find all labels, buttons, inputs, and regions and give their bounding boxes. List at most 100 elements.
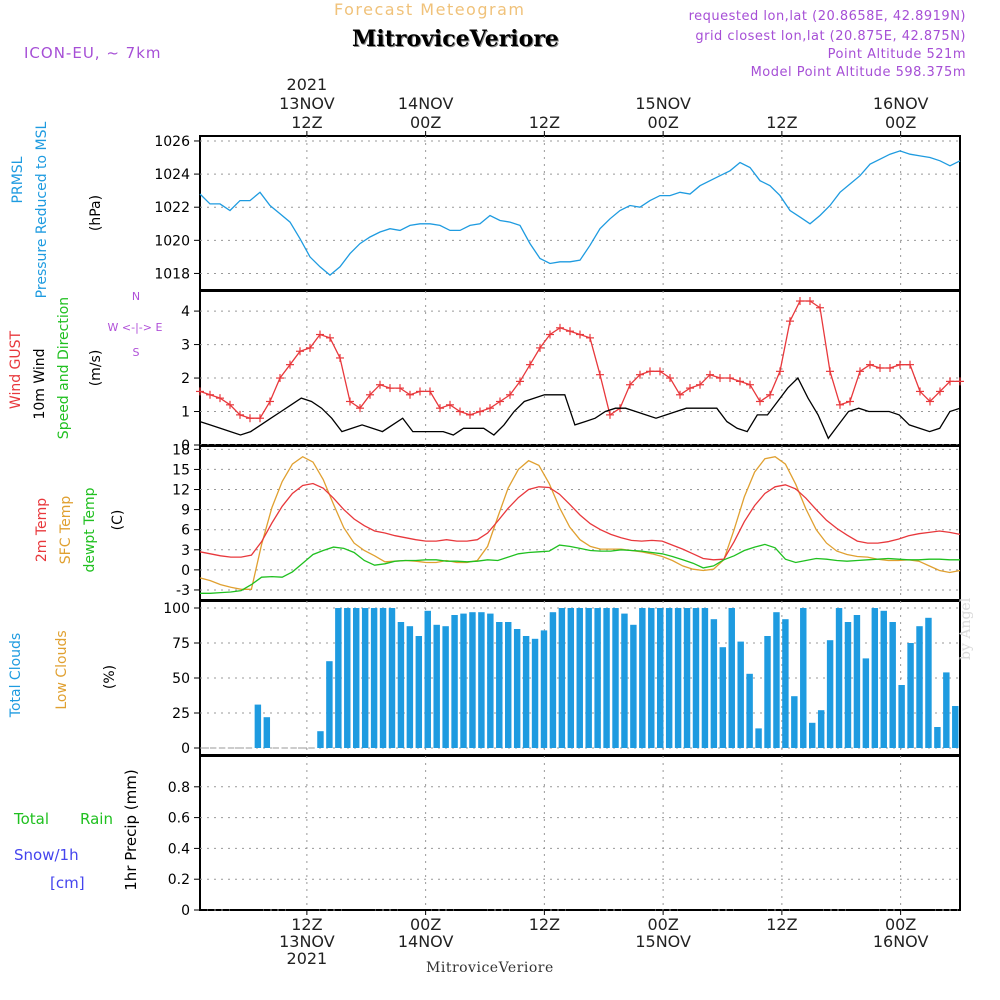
- wind10m-label: 10m Wind: [32, 348, 48, 419]
- clouds-ytick-label: 75: [172, 636, 190, 652]
- temperature-ytick-label: 0: [181, 563, 190, 579]
- total-cloud-bar: [522, 636, 530, 748]
- total-cloud-bar: [424, 610, 431, 748]
- total-cloud-bar: [907, 643, 914, 748]
- total-cloud-bar: [505, 622, 512, 748]
- pressure-ytick-label: 1022: [154, 200, 190, 216]
- total-cloud-bar: [567, 608, 575, 748]
- sfc-temp-label: SFC Temp: [58, 496, 74, 565]
- temp2m-label: 2m Temp: [34, 498, 50, 562]
- precip-ytick-label: 0.6: [168, 811, 190, 827]
- total-cloud-bar: [433, 624, 440, 748]
- wind-unit: (m/s): [88, 350, 104, 387]
- total-cloud-bar: [388, 608, 396, 748]
- compass-south: S: [133, 346, 140, 359]
- total-cloud-bar: [612, 608, 619, 748]
- total-cloud-bar: [692, 608, 700, 748]
- total-cloud-bar: [370, 608, 378, 748]
- total-cloud-bar: [817, 710, 825, 748]
- total-cloud-bar: [880, 610, 887, 748]
- total-cloud-bar: [379, 608, 387, 748]
- total-cloud-bar: [773, 612, 780, 748]
- low-clouds-label: Low Clouds: [54, 630, 70, 709]
- precip-ytick-label: 0: [181, 903, 190, 919]
- temperature-ytick-label: 15: [172, 462, 190, 478]
- top-time-label: 2021: [287, 75, 328, 94]
- top-time-label: 14NOV: [398, 94, 454, 113]
- precip-ytick-label: 0.2: [168, 872, 190, 888]
- total-cloud-bar: [674, 608, 682, 748]
- total-cloud-bar: [335, 608, 342, 748]
- point-altitude: Point Altitude 521m: [827, 47, 966, 62]
- pressure-unit: (hPa): [88, 195, 104, 231]
- total-cloud-bar: [487, 613, 494, 748]
- sfc-temp-line: [199, 455, 961, 590]
- requested-coords: requested lon,lat (20.8658E, 42.8919N): [688, 9, 966, 24]
- pressure-ytick-label: 1020: [154, 233, 190, 249]
- total-cloud-bar: [263, 717, 271, 748]
- rain-label: Rain: [80, 810, 113, 828]
- total-cloud-bar: [397, 622, 405, 748]
- total-cloud-bar: [791, 696, 798, 748]
- total-cloud-bar: [603, 608, 610, 748]
- total-cloud-bar: [782, 619, 789, 748]
- total-cloud-bar: [549, 612, 557, 748]
- total-cloud-bar: [585, 608, 592, 748]
- pressure-panel-frame: [199, 135, 961, 291]
- grid-coords: grid closest lon,lat (20.875E, 42.875N): [695, 29, 966, 44]
- temp-unit: (C): [110, 510, 126, 531]
- total-cloud-bar: [657, 608, 664, 748]
- forecast-label: Forecast Meteogram: [334, 0, 526, 19]
- temperature-ytick-label: 12: [172, 483, 190, 499]
- total-cloud-bar: [889, 622, 896, 748]
- pressure-line: [199, 150, 961, 276]
- top-time-label: 15NOV: [635, 94, 691, 113]
- page-title: MitroviceVeriore: [352, 26, 559, 52]
- total-clouds-label: Total Clouds: [8, 633, 24, 718]
- precip-ytick-label: 0.4: [168, 841, 190, 857]
- gust-line: [199, 300, 960, 419]
- bottom-time-label: 16NOV: [873, 932, 929, 951]
- temperature-ytick-label: 9: [181, 503, 190, 519]
- top-time-label: 16NOV: [873, 94, 929, 113]
- total-cloud-bar: [353, 608, 360, 748]
- bottom-time-label: 12Z: [529, 915, 560, 934]
- total-cloud-bar: [630, 624, 637, 748]
- total-cloud-bar: [719, 647, 727, 748]
- wind-ytick-label: 4: [181, 304, 190, 320]
- total-cloud-bar: [496, 622, 503, 748]
- total-cloud-bar: [862, 658, 870, 748]
- cm-label: [cm]: [50, 874, 85, 892]
- total-label: Total: [13, 810, 49, 828]
- total-cloud-bar: [755, 728, 762, 748]
- precip-ytick-label: 0.8: [168, 780, 190, 796]
- total-cloud-bar: [648, 608, 655, 748]
- clouds-ytick-label: 25: [172, 706, 190, 722]
- dewpt-label: dewpt Temp: [82, 487, 98, 572]
- total-cloud-bar: [317, 731, 324, 748]
- watermark: by Angel: [958, 597, 974, 660]
- total-cloud-bar: [835, 608, 843, 748]
- clouds-ytick-label: 50: [172, 671, 190, 687]
- total-cloud-bar: [344, 608, 351, 748]
- footer-location: MitroviceVeriore: [426, 960, 554, 976]
- total-cloud-bar: [853, 615, 861, 748]
- bottom-time-label: 12Z: [291, 915, 322, 934]
- total-cloud-bar: [361, 608, 369, 748]
- top-time-label: 13NOV: [279, 94, 335, 113]
- total-cloud-bar: [665, 608, 673, 748]
- pressure-ytick-label: 1024: [154, 167, 190, 183]
- total-cloud-bar: [746, 673, 753, 748]
- total-cloud-bar: [737, 641, 744, 748]
- total-cloud-bar: [952, 706, 959, 748]
- wind-panel-frame: [199, 290, 961, 446]
- bottom-time-label: 00Z: [410, 915, 441, 934]
- total-cloud-bar: [406, 626, 414, 748]
- total-cloud-bar: [871, 608, 879, 748]
- top-time-label: 12Z: [529, 113, 560, 132]
- model-altitude: Model Point Altitude 598.375m: [750, 65, 966, 80]
- total-cloud-bar: [540, 630, 548, 748]
- total-cloud-bar: [925, 617, 932, 748]
- pressure-label-2: Pressure Reduced to MSL: [34, 121, 50, 298]
